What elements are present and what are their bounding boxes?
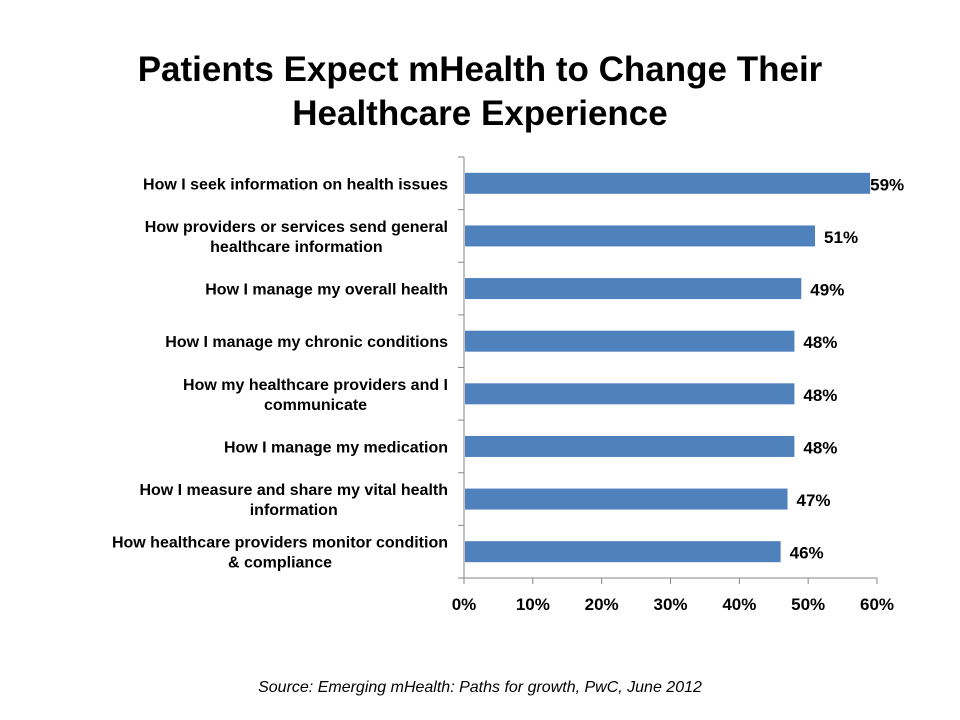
category-label-line: & compliance	[228, 555, 332, 572]
x-tick-label: 20%	[585, 595, 619, 614]
x-tick-label: 40%	[722, 595, 756, 614]
category-label-line: information	[250, 502, 338, 519]
x-tick-label: 0%	[452, 595, 477, 614]
category-label-line: healthcare information	[210, 239, 382, 256]
data-label: 59%	[870, 175, 904, 194]
x-tick-label: 10%	[516, 595, 550, 614]
chart-bars	[465, 172, 871, 563]
data-label: 49%	[810, 281, 844, 300]
source-note: Source: Emerging mHealth: Paths for grow…	[258, 679, 702, 696]
x-tick-label: 50%	[791, 595, 825, 614]
data-label: 48%	[803, 333, 837, 352]
bar	[465, 488, 788, 510]
bar	[465, 225, 816, 247]
data-label: 48%	[803, 386, 837, 405]
category-label: How I manage my medication	[224, 439, 448, 456]
bar	[465, 278, 802, 300]
chart-axes	[458, 156, 878, 584]
category-label-line: How I manage my chronic conditions	[165, 334, 448, 351]
category-label-line: communicate	[264, 397, 367, 414]
bar	[465, 435, 795, 457]
x-tick-label: 60%	[860, 595, 894, 614]
chart-title: Patients Expect mHealth to Change Their …	[0, 48, 960, 136]
category-labels: How I seek information on health issues H…	[112, 176, 448, 571]
category-label-line: How my healthcare providers and I	[183, 377, 448, 394]
category-label-line: How I manage my medication	[224, 439, 448, 456]
bar-chart: How I seek information on health issues H…	[112, 156, 905, 614]
data-label: 48%	[803, 438, 837, 457]
category-label: How providers or services send general he…	[145, 219, 448, 256]
data-label: 46%	[790, 544, 824, 563]
chart-title-line-1: Patients Expect mHealth to Change Their	[137, 50, 823, 89]
data-label: 47%	[797, 491, 831, 510]
bar	[465, 330, 795, 352]
category-label: How I manage my overall health	[205, 282, 448, 299]
category-label-line: How I manage my overall health	[205, 282, 448, 299]
chart-title-line-2: Healthcare Experience	[292, 94, 668, 133]
category-label: How I seek information on health issues	[143, 176, 448, 193]
data-label: 51%	[824, 228, 858, 247]
category-label-line: How I seek information on health issues	[143, 176, 448, 193]
bar	[465, 172, 871, 194]
category-label: How I manage my chronic conditions	[165, 334, 448, 351]
category-label-line: How healthcare providers monitor conditi…	[112, 535, 448, 552]
category-label: How my healthcare providers and I communi…	[183, 377, 448, 414]
data-labels: 59% 51% 49% 48% 48% 48% 47% 46%	[790, 175, 905, 562]
bar	[465, 541, 781, 563]
x-axis-ticks: 0% 10% 20% 30% 40% 50% 60%	[452, 595, 894, 614]
category-label: How I measure and share my vital health i…	[139, 482, 448, 519]
category-label-line: How I measure and share my vital health	[139, 482, 448, 499]
category-label: How healthcare providers monitor conditi…	[112, 535, 448, 572]
category-label-line: How providers or services send general	[145, 219, 448, 236]
x-tick-label: 30%	[653, 595, 687, 614]
bar	[465, 383, 795, 405]
